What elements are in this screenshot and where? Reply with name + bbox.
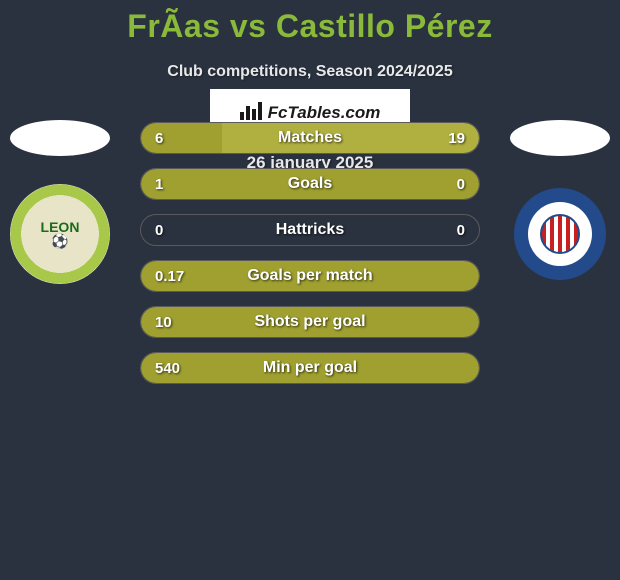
stat-row: 540Min per goal xyxy=(140,352,480,384)
stat-label: Goals per match xyxy=(141,267,479,285)
stat-row: 0.17Goals per match xyxy=(140,260,480,292)
stat-row: 0Hattricks0 xyxy=(140,214,480,246)
stats-container: 6Matches191Goals00Hattricks00.17Goals pe… xyxy=(140,122,480,398)
player-right-panel xyxy=(500,120,620,284)
club-badge-chivas-icon xyxy=(528,202,592,266)
stat-value-right: 0 xyxy=(457,222,465,239)
stat-row: 1Goals0 xyxy=(140,168,480,200)
stat-label: Min per goal xyxy=(141,359,479,377)
stat-row: 10Shots per goal xyxy=(140,306,480,338)
page-subtitle: Club competitions, Season 2024/2025 xyxy=(0,63,620,81)
club-badge-leon: LEON ⚽ xyxy=(10,184,110,284)
stat-value-right: 0 xyxy=(457,176,465,193)
stat-label: Hattricks xyxy=(141,221,479,239)
stat-label: Shots per goal xyxy=(141,313,479,331)
stat-value-right: 19 xyxy=(448,130,465,147)
leon-text: LEON xyxy=(41,220,80,234)
player-left-avatar-placeholder xyxy=(10,120,110,156)
stat-label: Matches xyxy=(141,129,479,147)
club-badge-leon-icon: LEON ⚽ xyxy=(36,210,84,258)
page-title: FrÃas vs Castillo Pérez xyxy=(0,0,620,45)
chivas-stripes-icon xyxy=(540,214,580,254)
stat-row: 6Matches19 xyxy=(140,122,480,154)
player-right-avatar-placeholder xyxy=(510,120,610,156)
player-left-panel: LEON ⚽ xyxy=(0,120,120,284)
brand-text: FcTables.com xyxy=(268,103,381,123)
club-badge-chivas xyxy=(510,184,610,284)
soccer-ball-icon: ⚽ xyxy=(51,234,68,248)
stat-label: Goals xyxy=(141,175,479,193)
